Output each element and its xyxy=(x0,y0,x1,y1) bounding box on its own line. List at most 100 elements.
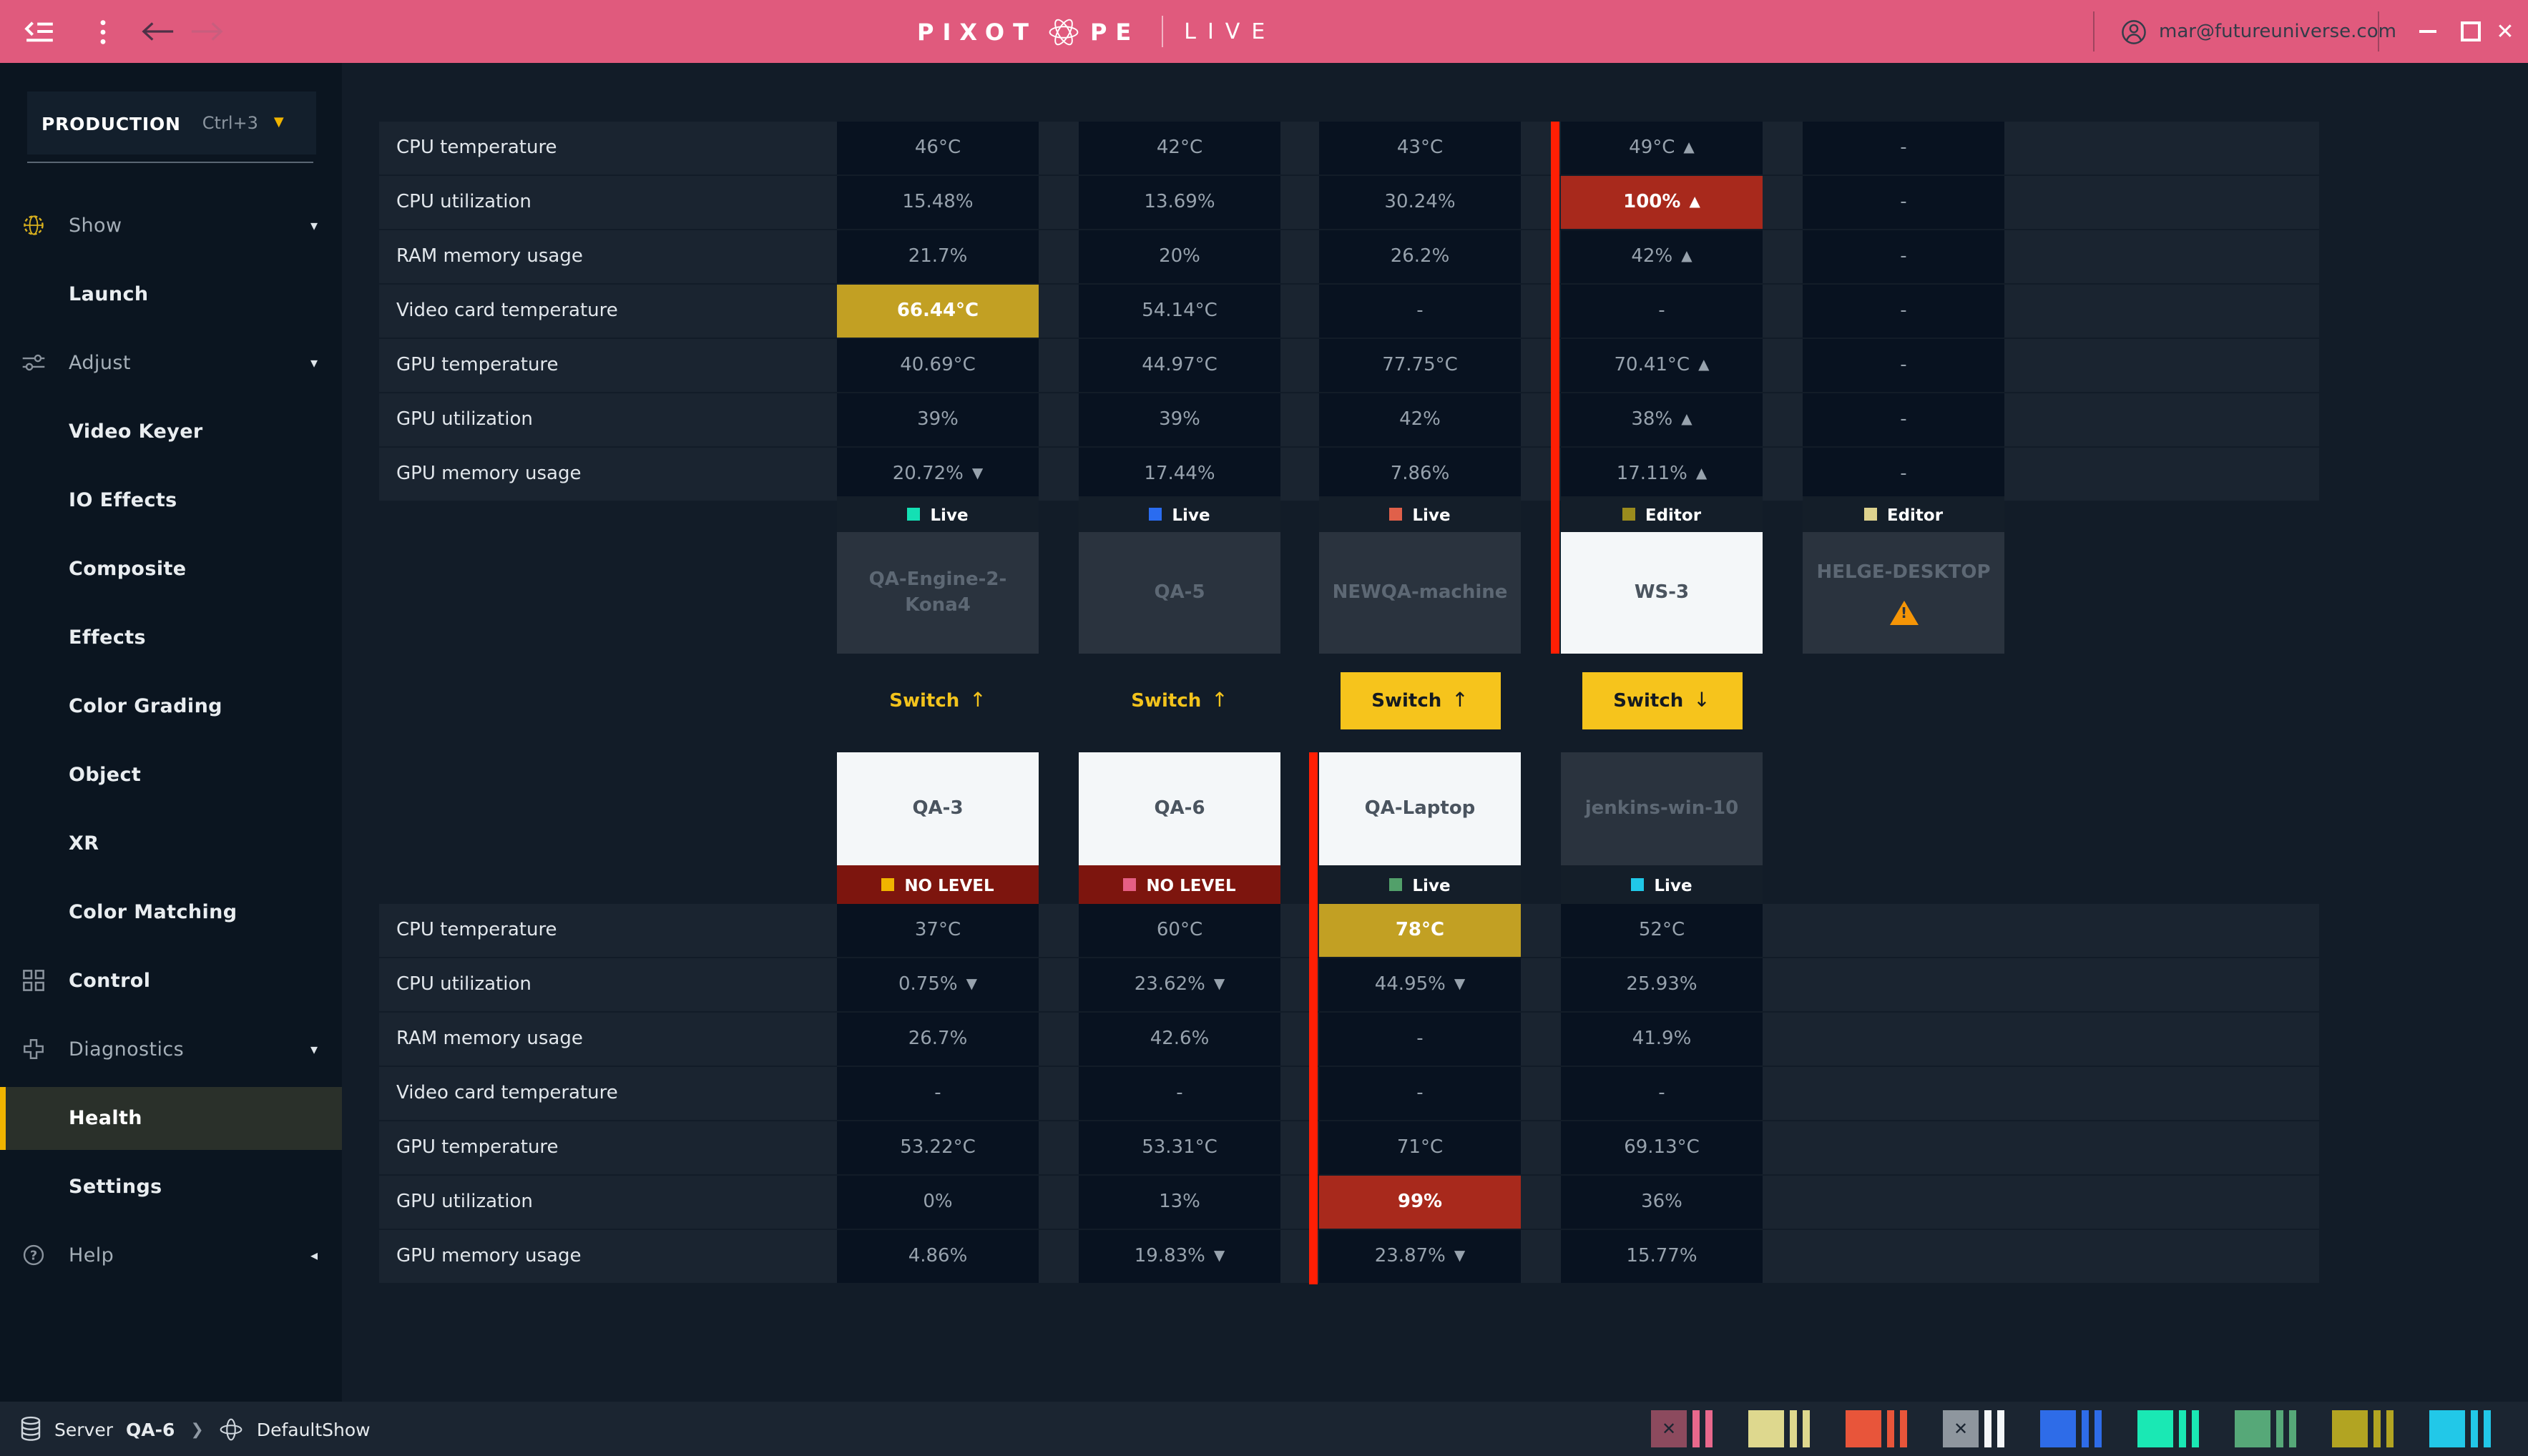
sidebar-item-io-effects[interactable]: IO Effects xyxy=(0,469,342,532)
metric-cell: 70.41°C ▲ xyxy=(1561,339,1763,392)
metric-cell: 42°C xyxy=(1079,122,1280,174)
sidebar-item-label: Launch xyxy=(69,283,149,306)
metric-label: CPU temperature xyxy=(396,137,557,159)
machine-card[interactable]: HELGE-DESKTOP xyxy=(1803,532,2004,654)
machine-card[interactable]: QA-5 xyxy=(1079,532,1280,654)
metric-cell: 36% xyxy=(1561,1176,1763,1229)
sidebar-item-color-matching[interactable]: Color Matching xyxy=(0,881,342,944)
metric-cell: 39% xyxy=(1079,393,1280,446)
status-label: Live xyxy=(1412,875,1451,895)
level-meter-group xyxy=(1748,1410,1810,1447)
switch-button[interactable]: Switch ↑ xyxy=(1340,672,1500,729)
breadcrumb-server-name: QA-6 xyxy=(126,1418,175,1440)
machine-status-badge: NO LEVEL xyxy=(1079,865,1280,904)
status-label: Live xyxy=(1654,875,1692,895)
arrow-up-icon: ↑ xyxy=(1451,689,1469,712)
machine-card[interactable]: jenkins-win-10 xyxy=(1561,752,1763,865)
maximize-button[interactable] xyxy=(2449,0,2492,63)
machine-name: WS-3 xyxy=(1634,581,1690,604)
metric-cell: 17.11% ▲ xyxy=(1561,448,1763,501)
sidebar-item-video-keyer[interactable]: Video Keyer xyxy=(0,400,342,463)
metric-row: Video card temperature 66.44°C 54.14°C - - - xyxy=(379,285,2319,338)
user-avatar-icon xyxy=(2120,18,2147,45)
forward-button[interactable] xyxy=(180,0,232,63)
metric-cell: 77.75°C xyxy=(1319,339,1521,392)
sidebar-item-effects[interactable]: Effects xyxy=(0,606,342,669)
chevron-down-icon: ▾ xyxy=(310,218,318,234)
sidebar-item-object[interactable]: Object xyxy=(0,744,342,807)
metric-cell: - xyxy=(1803,230,2004,283)
level-meter-group xyxy=(1846,1410,1907,1447)
machine-card[interactable]: WS-3 xyxy=(1561,532,1763,654)
kebab-menu-icon[interactable] xyxy=(86,0,120,63)
no-signal-x-icon: ✕ xyxy=(1661,1419,1677,1439)
sidebar-item-show[interactable]: Show ▾ xyxy=(0,195,342,257)
close-button[interactable]: ✕ xyxy=(2496,19,2514,44)
globe-icon xyxy=(21,213,47,239)
sidebar-item-launch[interactable]: Launch xyxy=(0,263,342,326)
metric-cell: 19.83% ▼ xyxy=(1079,1230,1280,1283)
breadcrumb-show-name: DefaultShow xyxy=(256,1418,371,1440)
metric-cell: 0% xyxy=(837,1176,1039,1229)
level-meter-group xyxy=(2235,1410,2296,1447)
metric-cell: 52°C xyxy=(1561,904,1763,957)
level-meter-group: ✕ xyxy=(1943,1410,2004,1447)
trend-down-icon: ▼ xyxy=(1213,977,1225,993)
trend-up-icon: ▲ xyxy=(1689,195,1700,210)
back-button[interactable] xyxy=(132,0,183,63)
metric-cell: 53.31°C xyxy=(1079,1121,1280,1174)
machine-card[interactable]: QA-3 xyxy=(837,752,1039,865)
metric-cell: 44.95% ▼ xyxy=(1319,958,1521,1011)
machine-status-badge: Live xyxy=(837,496,1039,532)
sidebar-collapse-icon[interactable] xyxy=(14,0,63,63)
machine-card[interactable]: QA-Engine-2-Kona4 xyxy=(837,532,1039,654)
metric-cell: 40.69°C xyxy=(837,339,1039,392)
sidebar-item-adjust[interactable]: Adjust ▾ xyxy=(0,332,342,395)
sidebar-item-health[interactable]: Health xyxy=(0,1087,342,1150)
level-bar xyxy=(1803,1410,1810,1447)
machine-card[interactable]: QA-Laptop xyxy=(1319,752,1521,865)
sidebar-item-label: XR xyxy=(69,832,99,855)
sidebar-item-control[interactable]: Control xyxy=(0,950,342,1013)
metric-cell: 99% xyxy=(1319,1176,1521,1229)
status-label: Live xyxy=(1172,504,1210,524)
metric-cell: 78°C xyxy=(1319,904,1521,957)
switch-button[interactable]: Switch ↓ xyxy=(1582,672,1742,729)
level-bar xyxy=(1984,1410,1991,1447)
metric-cell: 30.24% xyxy=(1319,176,1521,229)
minimize-button[interactable] xyxy=(2406,0,2449,63)
machine-status-badge: NO LEVEL xyxy=(837,865,1039,904)
logo-atom-icon xyxy=(1047,15,1080,48)
metric-label: GPU memory usage xyxy=(396,463,582,485)
switch-button[interactable]: Switch ↑ xyxy=(837,672,1039,729)
machine-status-badge: Live xyxy=(1079,496,1280,532)
production-shortcut: Ctrl+3 xyxy=(202,113,258,133)
metric-cell: 42% ▲ xyxy=(1561,230,1763,283)
sidebar-item-label: Effects xyxy=(69,626,147,649)
metric-cell: 53.22°C xyxy=(837,1121,1039,1174)
sidebar-item-settings[interactable]: Settings xyxy=(0,1156,342,1219)
machine-name: QA-Laptop xyxy=(1364,797,1476,820)
trend-down-icon: ▼ xyxy=(966,977,977,993)
metric-cell: 41.9% xyxy=(1561,1013,1763,1066)
machine-card[interactable]: QA-6 xyxy=(1079,752,1280,865)
production-label: PRODUCTION xyxy=(41,112,181,134)
chevron-down-icon: ▾ xyxy=(310,1042,318,1058)
sidebar-item-label: Composite xyxy=(69,558,187,581)
sidebar-item-xr[interactable]: XR xyxy=(0,812,342,875)
user-account-button[interactable]: mar@futureuniverse.com xyxy=(2120,0,2396,63)
sidebar-item-diagnostics[interactable]: Diagnostics ▾ xyxy=(0,1018,342,1081)
logo-suffix: LIVE xyxy=(1184,19,1277,44)
status-swatch-icon xyxy=(881,878,895,891)
svg-text:?: ? xyxy=(30,1248,37,1263)
switch-button[interactable]: Switch ↑ xyxy=(1079,672,1280,729)
sidebar-item-color-grading[interactable]: Color Grading xyxy=(0,675,342,738)
sidebar-item-help[interactable]: ? Help ◂ xyxy=(0,1224,342,1287)
machine-name: QA-Engine-2-Kona4 xyxy=(868,569,1007,616)
sidebar-item-composite[interactable]: Composite xyxy=(0,538,342,601)
metric-label: RAM memory usage xyxy=(396,1028,583,1050)
metric-label: GPU temperature xyxy=(396,1137,559,1159)
production-selector[interactable]: PRODUCTION Ctrl+3 ▼ xyxy=(27,92,316,154)
machine-card[interactable]: NEWQA-machine xyxy=(1319,532,1521,654)
metric-cell: - xyxy=(1803,393,2004,446)
